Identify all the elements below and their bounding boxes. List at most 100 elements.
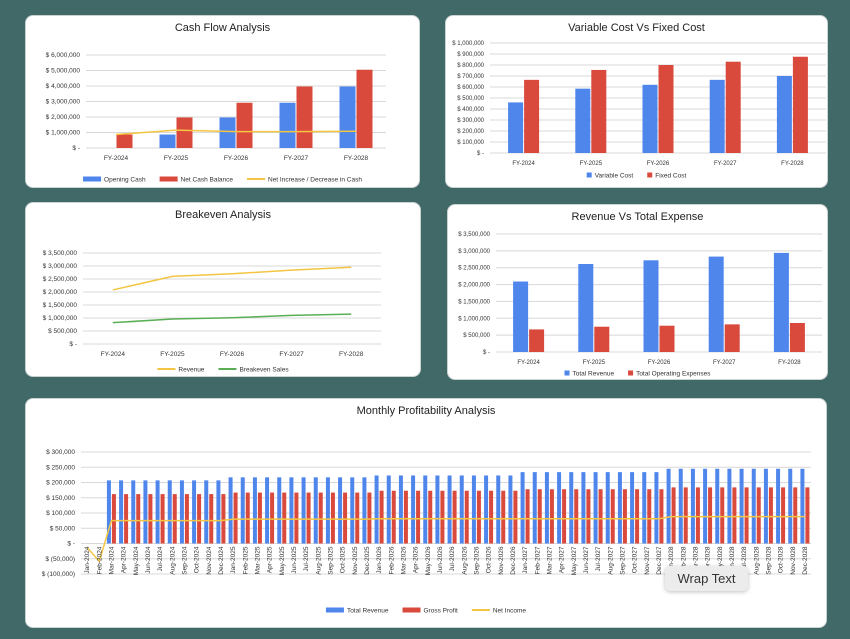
bar-gross-profit <box>574 489 579 544</box>
bar-gross-profit <box>537 489 542 544</box>
chart-title: Cash Flow Analysis <box>174 22 271 34</box>
y-tick-label: $ (100,000) <box>42 571 75 578</box>
x-tick-label: Feb-2027 <box>534 546 541 574</box>
monthly-profitability-chart[interactable]: Monthly Profitability Analysis $ (100,000… <box>25 398 827 628</box>
x-tick-label: Aug-2025 <box>315 546 322 575</box>
y-tick-label: $ 4,000,000 <box>46 83 81 90</box>
y-tick-label: $ 1,000,000 <box>43 315 78 322</box>
bar-total-revenue <box>155 480 160 544</box>
y-tick-label: $ 400,000 <box>457 107 484 113</box>
bar-gross-profit <box>136 494 141 544</box>
y-tick-label: $ 3,500,000 <box>458 232 490 238</box>
x-tick-label: Apr-2028 <box>705 546 712 573</box>
legend-swatch-icon <box>647 172 653 178</box>
y-tick-label: $ 1,000,000 <box>452 41 484 47</box>
x-tick-label: FY-2027 <box>714 161 737 167</box>
y-tick-label: $ 250,000 <box>46 464 75 471</box>
bar-total-operating-expenses <box>529 329 545 352</box>
bar-fixed-cost <box>792 56 808 153</box>
y-tick-label: $ 1,000,000 <box>458 316 490 322</box>
legend-label: Net Cash Balance <box>181 177 234 184</box>
x-tick-label: FY-2028 <box>339 351 364 358</box>
bar-total-operating-expenses <box>789 323 805 352</box>
bar-gross-profit <box>732 487 737 544</box>
x-tick-label: Jan-2026 <box>376 546 383 573</box>
bar-total-revenue <box>751 468 756 544</box>
x-tick-label: FY-2024 <box>104 155 129 162</box>
x-tick-label: Jan-2025 <box>230 546 237 573</box>
bar-gross-profit <box>562 489 567 544</box>
legend-label: Total Revenue <box>347 608 389 615</box>
breakeven-chart[interactable]: Breakeven Analysis $ - $ 500,000 $ 1,000,00… <box>25 202 421 377</box>
bar-gross-profit <box>610 489 615 544</box>
y-tick-label: $ 500,000 <box>48 328 77 335</box>
bar-total-revenue <box>277 477 282 544</box>
bar-gross-profit <box>367 492 372 544</box>
bar-total-revenue <box>496 475 501 544</box>
x-tick-label: FY-2026 <box>224 155 249 162</box>
bar-opening-cash <box>219 117 236 148</box>
bar-variable-cost <box>642 84 658 153</box>
chart-title: Monthly Profitability Analysis <box>356 405 496 417</box>
bar-total-revenue <box>544 472 549 544</box>
y-tick-label: $ 300,000 <box>457 118 484 124</box>
bar-gross-profit <box>464 490 469 544</box>
y-tick-label: $ 100,000 <box>46 510 75 517</box>
x-tick-label: May-2025 <box>279 546 286 575</box>
x-tick-label: Feb-2028 <box>680 546 687 574</box>
bar-gross-profit <box>245 492 250 544</box>
x-tick-label: Jul-2027 <box>595 546 602 571</box>
legend-label: Opening Cash <box>104 177 146 184</box>
x-tick-label: Jul-2026 <box>449 546 456 571</box>
x-tick-label: Nov-2026 <box>498 546 505 575</box>
x-tick-label: FY-2025 <box>164 155 189 162</box>
x-tick-label: Apr-2024 <box>121 546 128 573</box>
bar-gross-profit <box>221 494 226 544</box>
bar-variable-cost <box>709 79 725 153</box>
chart-svg: $ - $ 1,000,000 $ 2,000,000 $ 3,000,000 $ 4,… <box>46 52 386 184</box>
bar-total-revenue <box>362 477 367 544</box>
cash-flow-chart[interactable]: Cash Flow Analysis $ - $ 1,000,000 $ 2,000,… <box>25 15 420 188</box>
x-tick-label: Nov-2028 <box>790 546 797 575</box>
y-tick-label: $ - <box>477 151 484 157</box>
y-tick-label: $ 5,000,000 <box>46 68 81 75</box>
x-tick-label: FY-2028 <box>344 155 369 162</box>
bar-gross-profit <box>184 494 189 544</box>
bar-gross-profit <box>124 494 129 544</box>
variable-vs-fixed-cost-chart[interactable]: Variable Cost Vs Fixed Cost $ - $ 100,000 $… <box>445 15 828 188</box>
bar-opening-cash <box>159 134 176 148</box>
legend-label: Breakeven Sales <box>239 367 289 374</box>
x-tick-label: Jul-2025 <box>303 546 310 571</box>
x-tick-label: Dec-2027 <box>656 546 663 575</box>
bar-total-revenue <box>435 475 440 544</box>
x-tick-label: Jun-2028 <box>729 546 736 573</box>
legend-label: Variable Cost <box>595 173 634 180</box>
bar-variable-cost <box>575 88 591 153</box>
y-tick-label: $ - <box>67 541 75 548</box>
legend-label: Revenue <box>178 367 204 374</box>
legend-label: Total Revenue <box>573 371 615 378</box>
y-tick-label: $ 2,000,000 <box>43 289 78 296</box>
x-tick-label: Oct-2025 <box>340 546 347 573</box>
revenue-vs-expense-chart[interactable]: Revenue Vs Total Expense $ - $ 500,000 $ 1,… <box>447 204 828 380</box>
bar-gross-profit <box>805 487 810 544</box>
bar-total-revenue <box>313 477 318 544</box>
bar-total-revenue <box>447 475 452 544</box>
bar-net-cash-balance <box>176 117 193 148</box>
bar-total-revenue <box>167 480 172 544</box>
bar-gross-profit <box>659 489 664 544</box>
y-tick-label: $ 50,000 <box>50 525 76 532</box>
y-tick-label: $ 500,000 <box>457 96 484 102</box>
bar-total-revenue <box>578 264 594 352</box>
x-tick-label: Aug-2026 <box>461 546 468 575</box>
y-tick-label: $ 2,500,000 <box>458 266 490 272</box>
bar-total-revenue <box>301 477 306 544</box>
bar-total-revenue <box>788 468 793 544</box>
bar-fixed-cost <box>524 79 540 153</box>
bar-gross-profit <box>440 490 445 544</box>
line-net-income <box>86 515 805 563</box>
bar-total-revenue <box>106 480 111 544</box>
bar-total-revenue <box>800 468 805 544</box>
y-tick-label: $ 800,000 <box>457 63 484 69</box>
bar-gross-profit <box>598 489 603 544</box>
